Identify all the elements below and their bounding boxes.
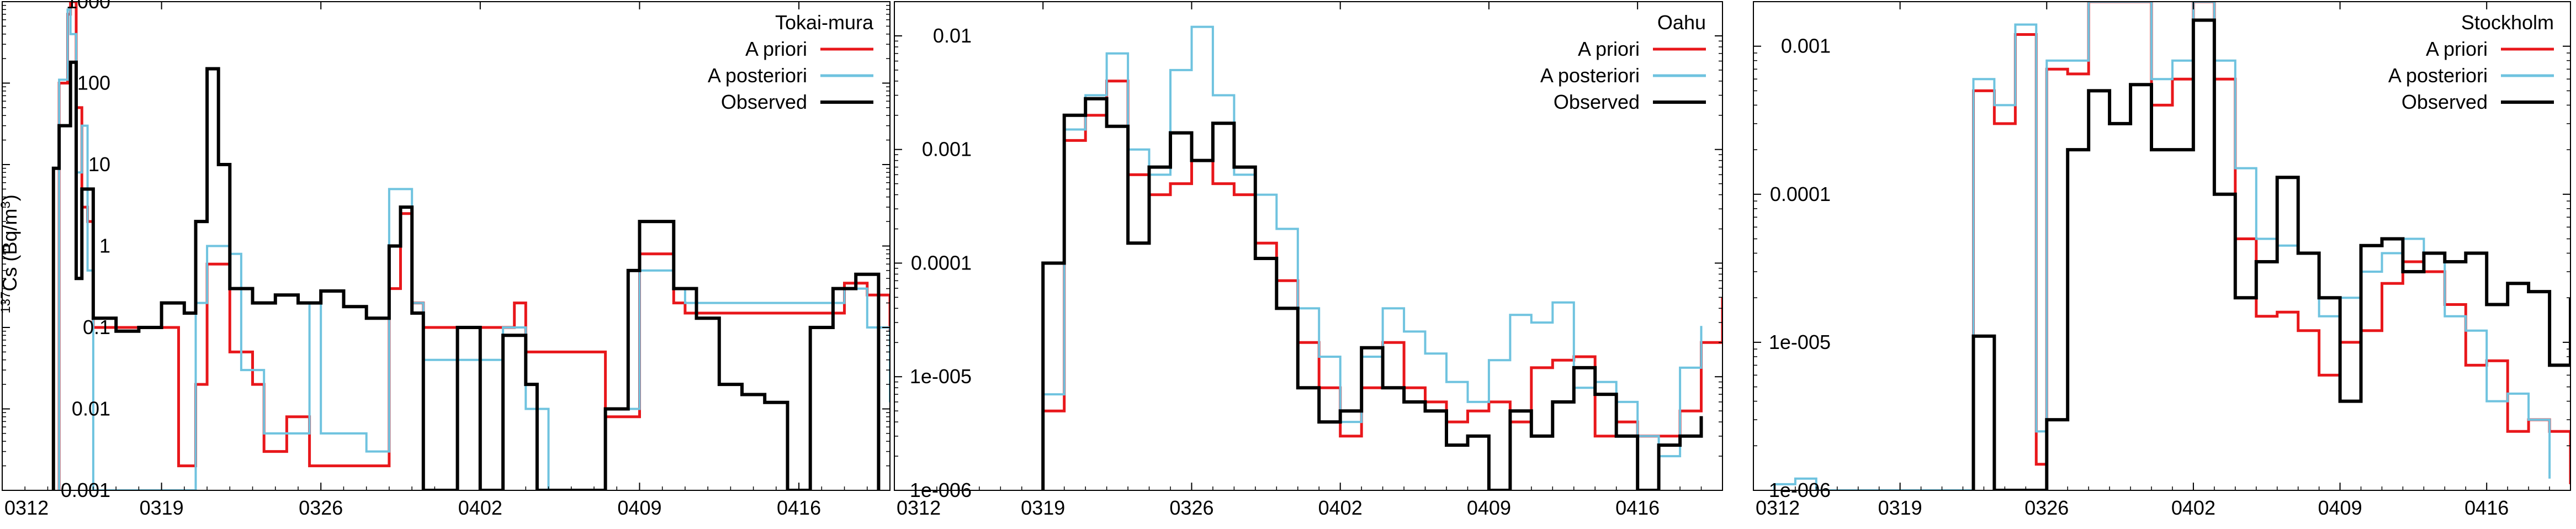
legend-title: Oahu: [1657, 11, 1706, 34]
x-tick-label: 0326: [2024, 496, 2069, 519]
y-tick-label: 1e-005: [1769, 331, 1831, 353]
y-tick-label: 1000: [66, 0, 110, 13]
x-tick-label: 0312: [1756, 496, 1800, 519]
x-tick-label: 0416: [1615, 496, 1660, 519]
plot-frame: [894, 1, 1723, 491]
legend-label-a-priori: A priori: [1578, 38, 1640, 60]
series-group: [1773, 2, 2570, 490]
x-tick-label: 0409: [1467, 496, 1511, 519]
y-tick-label: 0.1: [83, 316, 110, 338]
legend-label-observed: Observed: [1554, 91, 1640, 113]
y-tick-label: 0.001: [1781, 35, 1831, 57]
x-tick-label: 0319: [140, 496, 184, 519]
y-tick-label: 1e-005: [910, 365, 972, 388]
y-axis-label-close: ): [0, 194, 21, 201]
x-tick-label: 0416: [2464, 496, 2509, 519]
legend-label-observed: Observed: [721, 91, 807, 113]
y-tick-label: 0.0001: [911, 251, 972, 274]
y-tick-label: 1e-006: [910, 479, 972, 501]
series-group: [1041, 25, 1722, 490]
series-line-a-priori: [1972, 2, 2570, 490]
x-tick-label: 0319: [1021, 496, 1065, 519]
y-tick-label: 0.01: [933, 24, 972, 47]
plot-frame: [1753, 1, 2571, 491]
series-line-observed: [1971, 18, 2570, 490]
x-tick-label: 0326: [1169, 496, 1213, 519]
y-tick-label: 0.001: [61, 479, 110, 501]
x-tick-label: 0409: [617, 496, 661, 519]
x-tick-label: 0312: [897, 496, 941, 519]
series-line-a-posteriori: [58, 8, 890, 490]
series-line-observed: [51, 60, 881, 490]
legend-label-a-posteriori: A posteriori: [1540, 64, 1640, 87]
y-tick-label: 100: [77, 72, 110, 94]
legend-label-observed: Observed: [2402, 91, 2488, 113]
x-tick-label: 0409: [2318, 496, 2362, 519]
y-tick-label: 0.01: [72, 398, 110, 420]
series-line-observed: [1041, 97, 1703, 490]
series-line-a-priori: [1041, 80, 1722, 490]
series-line-a-posteriori: [1773, 2, 2551, 490]
x-tick-label: 0402: [1318, 496, 1363, 519]
y-tick-label: 1e-006: [1769, 479, 1831, 501]
x-tick-label: 0326: [299, 496, 343, 519]
legend-title: Tokai-mura: [775, 11, 874, 34]
x-tick-label: 0319: [1878, 496, 1922, 519]
y-tick-label: 1: [99, 235, 110, 257]
y-axis-label-unit: 3: [0, 201, 13, 208]
legend-label-a-posteriori: A posteriori: [2388, 64, 2488, 87]
x-tick-label: 0402: [458, 496, 502, 519]
chart-panel-3: 1e-006 1e-005 0.0001 0.001 0312 0319 0326 0402 0…: [1753, 1, 2571, 519]
legend-label-a-priori: A priori: [2426, 38, 2488, 60]
y-tick-label: 0.0001: [1770, 183, 1831, 205]
x-tick-label: 0312: [4, 496, 49, 519]
legend-label-a-priori: A priori: [745, 38, 807, 60]
series-group: [51, 2, 890, 490]
x-tick-label: 0402: [2171, 496, 2215, 519]
chart-panel-1: 0.001 0.01 0.1 1 10 100 1000 0312 0319 0326 0402 04…: [2, 0, 891, 519]
y-tick-label: 10: [88, 153, 110, 176]
x-tick-label: 0416: [777, 496, 821, 519]
chart-panel-2: 1e-006 1e-005 0.0001 0.001 0.01 0312 0319 0326 0…: [894, 1, 1723, 519]
legend-label-a-posteriori: A posteriori: [708, 64, 807, 87]
y-tick-label: 0.001: [922, 138, 972, 161]
legend-title: Stockholm: [2461, 11, 2554, 34]
